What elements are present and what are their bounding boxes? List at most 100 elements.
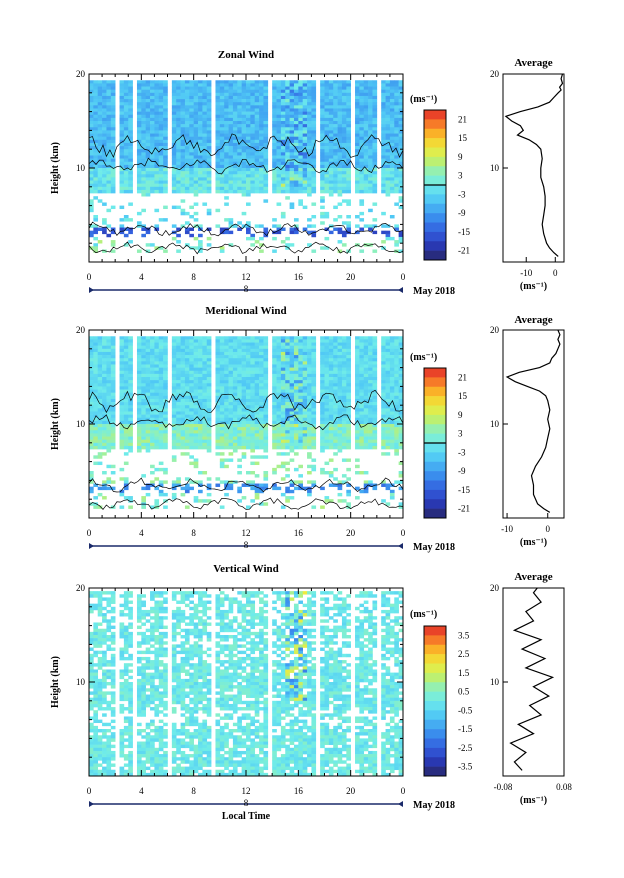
- heatmap-cell: [207, 343, 212, 346]
- heatmap-cell: [355, 171, 360, 174]
- heatmap-cell: [224, 364, 229, 367]
- heatmap-cell: [176, 159, 181, 162]
- heatmap-cell: [163, 396, 168, 399]
- heatmap-cell: [172, 421, 177, 424]
- heatmap-cell: [325, 93, 330, 96]
- heatmap-cell: [342, 152, 347, 155]
- heatmap-cell: [298, 377, 303, 380]
- heatmap-cell: [154, 90, 159, 93]
- heatmap-cell: [207, 155, 212, 158]
- heatmap-cell: [198, 80, 203, 83]
- heatmap-cell: [224, 99, 229, 102]
- heatmap-cell: [259, 349, 264, 352]
- heatmap-cell: [259, 105, 264, 108]
- heatmap-cell: [163, 177, 168, 180]
- heatmap-cell: [277, 443, 282, 446]
- heatmap-cell: [189, 346, 194, 349]
- heatmap-cell: [281, 440, 286, 443]
- heatmap-cell: [98, 364, 103, 367]
- heatmap-cell: [111, 80, 116, 83]
- heatmap-cell: [220, 368, 225, 371]
- heatmap-cell: [333, 118, 338, 121]
- heatmap-cell: [120, 102, 125, 105]
- heatmap-cell: [281, 108, 286, 111]
- heatmap-cell: [124, 349, 129, 352]
- heatmap-cell: [172, 224, 177, 227]
- heatmap-cell: [102, 130, 107, 133]
- heatmap-cell: [346, 108, 351, 111]
- heatmap-cell: [368, 130, 373, 133]
- heatmap-cell: [215, 105, 220, 108]
- heatmap-cell: [215, 484, 220, 487]
- heatmap-cell: [185, 190, 190, 193]
- heatmap-cell: [159, 358, 164, 361]
- heatmap-cell: [102, 112, 107, 115]
- heatmap-cell: [263, 393, 268, 396]
- heatmap-cell: [333, 352, 338, 355]
- heatmap-cell: [137, 130, 142, 133]
- heatmap-cell: [338, 411, 343, 414]
- heatmap-cell: [207, 108, 212, 111]
- heatmap-cell: [355, 121, 360, 124]
- heatmap-cell: [172, 93, 177, 96]
- heatmap-cell: [159, 96, 164, 99]
- heatmap-cell: [255, 146, 260, 149]
- heatmap-cell: [359, 96, 364, 99]
- heatmap-cell: [102, 343, 107, 346]
- heatmap-cell: [159, 368, 164, 371]
- heatmap-cell: [202, 430, 207, 433]
- heatmap-cell: [333, 364, 338, 367]
- heatmap-cell: [89, 206, 94, 209]
- heatmap-cell: [176, 361, 181, 364]
- heatmap-cell: [298, 90, 303, 93]
- heatmap-cell: [263, 471, 268, 474]
- heatmap-cell: [111, 408, 116, 411]
- heatmap-cell: [346, 390, 351, 393]
- heatmap-cell: [106, 184, 111, 187]
- heatmap-cell: [194, 361, 199, 364]
- heatmap-cell: [198, 430, 203, 433]
- heatmap-cell: [298, 134, 303, 137]
- heatmap-cell: [172, 346, 177, 349]
- heatmap-cell: [355, 411, 360, 414]
- heatmap-cell: [229, 80, 234, 83]
- heatmap-cell: [185, 336, 190, 339]
- heatmap-cell: [294, 352, 299, 355]
- heatmap-cell: [242, 390, 247, 393]
- heatmap-cell: [298, 190, 303, 193]
- heatmap-cell: [255, 424, 260, 427]
- heatmap-cell: [202, 339, 207, 342]
- heatmap-cell: [372, 112, 377, 115]
- heatmap-cell: [346, 349, 351, 352]
- heatmap-cell: [220, 480, 225, 483]
- heatmap-cell: [355, 496, 360, 499]
- heatmap-cell: [242, 446, 247, 449]
- heatmap-cell: [172, 336, 177, 339]
- heatmap-cell: [255, 455, 260, 458]
- heatmap-cell: [128, 80, 133, 83]
- heatmap-cell: [329, 418, 334, 421]
- heatmap-cell: [224, 371, 229, 374]
- heatmap-cell: [303, 352, 308, 355]
- heatmap-cell: [106, 130, 111, 133]
- heatmap-cell: [346, 386, 351, 389]
- heatmap-cell: [194, 433, 199, 436]
- heatmap-cell: [263, 374, 268, 377]
- heatmap-cell: [89, 427, 94, 430]
- heatmap-cell: [163, 437, 168, 440]
- heatmap-cell: [285, 168, 290, 171]
- heatmap-cell: [185, 355, 190, 358]
- heatmap-cell: [311, 87, 316, 90]
- heatmap-cell: [189, 83, 194, 86]
- heatmap-cell: [386, 118, 391, 121]
- heatmap-cell: [224, 374, 229, 377]
- heatmap-cell: [120, 130, 125, 133]
- heatmap-cell: [246, 87, 251, 90]
- heatmap-cell: [185, 349, 190, 352]
- heatmap-cell: [250, 424, 255, 427]
- heatmap-cell: [128, 440, 133, 443]
- heatmap-cell: [194, 390, 199, 393]
- heatmap-cell: [285, 102, 290, 105]
- heatmap-cell: [298, 102, 303, 105]
- heatmap-cell: [111, 443, 116, 446]
